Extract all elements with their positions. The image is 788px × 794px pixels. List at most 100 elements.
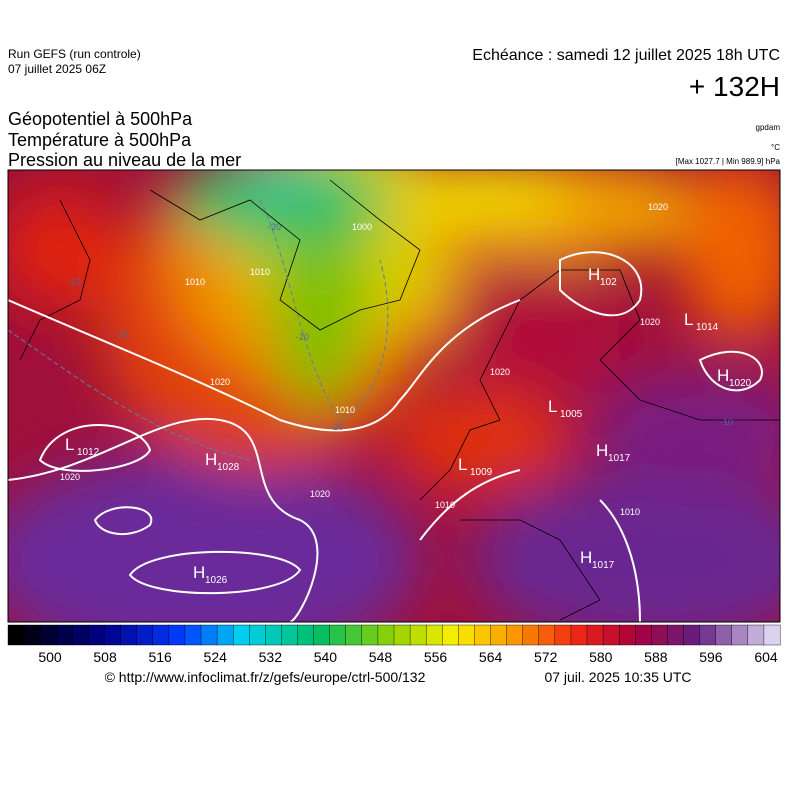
unit: °C (771, 143, 780, 152)
colorbar-swatch (23, 624, 41, 646)
center-symbol: H (193, 563, 205, 582)
colorbar-swatch (7, 624, 25, 646)
colorbar-label: 588 (644, 649, 668, 665)
colorbar-label: 580 (589, 649, 613, 665)
colorbar-swatch (699, 624, 717, 646)
colorbar-swatch (200, 624, 218, 646)
colorbar-swatch (393, 624, 411, 646)
colorbar-swatch (442, 624, 459, 646)
colorbar-swatch (651, 624, 668, 646)
colorbar-swatch (249, 624, 266, 646)
colorbar-swatch (602, 624, 620, 646)
colorbar-swatch (120, 624, 138, 646)
colorbar-swatch (425, 624, 443, 646)
colorbar-label: 572 (534, 649, 558, 665)
colorbar-swatch (168, 624, 186, 646)
colorbar-swatch (715, 624, 733, 646)
field: Température à 500hPa (8, 130, 192, 150)
isobar-label: 1010 (335, 405, 355, 415)
run-date: 07 juillet 2025 06Z (8, 62, 106, 76)
center-value: 1012 (77, 447, 100, 458)
colorbar-swatch (747, 624, 765, 646)
colorbar-label: 548 (369, 649, 393, 665)
colorbar-label: 540 (314, 649, 338, 665)
isotherm-label: -10 (115, 329, 128, 339)
colorbar-label: 532 (259, 649, 283, 665)
source-url: © http://www.infoclimat.fr/z/gefs/europe… (105, 669, 426, 685)
colorbar-label: 604 (754, 649, 778, 665)
center-value: 102 (600, 277, 617, 288)
center-symbol: H (596, 441, 608, 460)
colorbar-swatch (667, 624, 685, 646)
colorbar-label: 564 (479, 649, 503, 665)
pressure-range: [Max 1027.7 | Min 989.9] hPa (676, 157, 781, 166)
isobar-label: 1010 (185, 277, 205, 287)
isotherm-label: -20 (296, 332, 309, 342)
colorbar-swatch (506, 624, 524, 646)
colorbar-swatch (184, 624, 202, 646)
center-value: 1014 (696, 322, 719, 333)
colorbar-swatch (216, 624, 234, 646)
colorbar-swatch (377, 624, 395, 646)
colorbar-swatch (88, 624, 105, 646)
colorbar-swatch (618, 624, 636, 646)
isobar-label: 1010 (435, 500, 455, 510)
colorbar-swatch (458, 624, 475, 646)
colorbar-swatch (731, 624, 749, 646)
colorbar-swatch (683, 624, 701, 646)
isobar-label: 1020 (640, 317, 660, 327)
center-value: 1005 (560, 409, 583, 420)
colorbar-label: 524 (204, 649, 228, 665)
center-symbol: H (580, 548, 592, 567)
colorbar-swatch (297, 624, 315, 646)
valid-time: Echéance : samedi 12 juillet 2025 18h UT… (472, 47, 780, 64)
isobar-label: 1000 (352, 222, 372, 232)
isobar-label: 1020 (310, 489, 330, 499)
colorbar-swatch (72, 624, 89, 646)
colorbar-swatch (538, 624, 556, 646)
colorbar-label: 556 (424, 649, 448, 665)
center-value: 1017 (608, 453, 631, 464)
isotherm-label: -10 (720, 417, 733, 427)
colorbar-label: 508 (93, 649, 117, 665)
colorbar-label: 516 (148, 649, 172, 665)
colorbar-swatch (313, 624, 331, 646)
colorbar-swatch (554, 624, 572, 646)
center-symbol: H (717, 366, 729, 385)
isotherm-label: -20 (330, 422, 343, 432)
isobar-label: 1020 (210, 377, 230, 387)
colorbar-swatch (474, 624, 491, 646)
run: Run GEFS (run controle) (8, 47, 141, 61)
center-symbol: H (588, 265, 600, 284)
center-symbol: L (548, 397, 557, 416)
center-value: 1028 (217, 462, 240, 473)
colorbar-swatch (490, 624, 508, 646)
isotherm-label: -10 (68, 277, 81, 287)
center-value: 1017 (592, 560, 615, 571)
colorbar-swatch (265, 624, 282, 646)
colorbar-swatch (281, 624, 298, 646)
lead-time: + 132H (689, 71, 780, 102)
colorbar-swatch (586, 624, 604, 646)
center-value: 1009 (470, 467, 493, 478)
generated-time: 07 juil. 2025 10:35 UTC (544, 669, 691, 685)
field: Pression au niveau de la mer (8, 150, 241, 170)
colorbar-swatch (56, 624, 73, 646)
colorbar-label: 596 (699, 649, 723, 665)
isobar-label: 1010 (250, 267, 270, 277)
center-symbol: L (65, 435, 74, 454)
colorbar-swatch (522, 624, 540, 646)
unit: gpdam (756, 123, 781, 132)
colorbar-swatch (152, 624, 170, 646)
colorbar-swatch (763, 624, 781, 646)
field: Géopotentiel à 500hPa (8, 109, 193, 129)
colorbar-swatch (329, 624, 347, 646)
colorbar-swatch (136, 624, 154, 646)
isobar-label: 1020 (648, 202, 668, 212)
center-value: 1026 (205, 575, 228, 586)
isobar-label: 1020 (60, 472, 80, 482)
center-value: 1020 (729, 378, 752, 389)
colorbar-swatch (104, 624, 122, 646)
